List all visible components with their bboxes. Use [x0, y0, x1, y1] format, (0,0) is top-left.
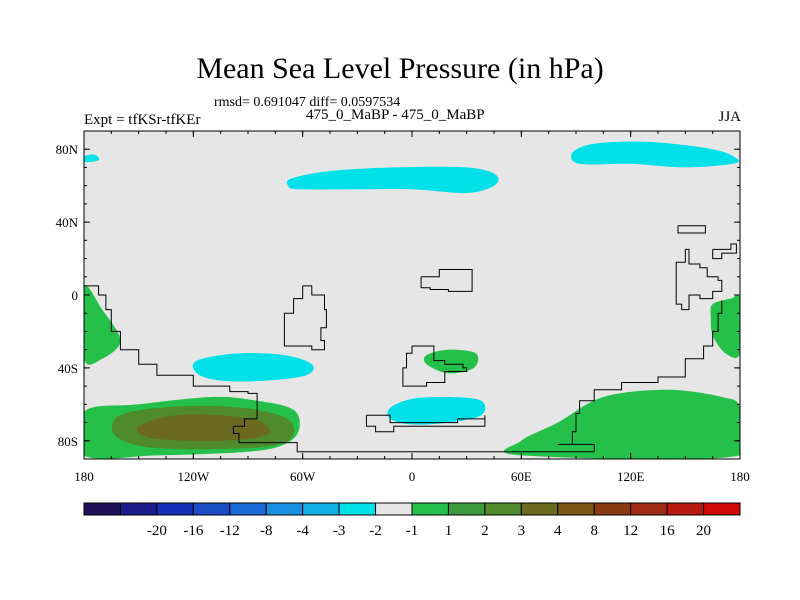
coast-south-america	[283, 285, 327, 351]
colorbar-label: -12	[220, 523, 240, 539]
colorbar-swatch	[338, 502, 377, 516]
colorbar-swatch	[630, 502, 668, 516]
region-cyan-arctic-east	[570, 141, 740, 168]
x-axis: 180 120W 60W 0 60E 120E 180	[74, 131, 750, 484]
coast-equatorial-atlantic	[420, 269, 473, 292]
colorbar-label: 3	[518, 523, 526, 539]
region-brown-southern-pacific-core	[136, 414, 271, 441]
stats-text: rmsd= 0.691047 diff= 0.0597534	[214, 95, 401, 110]
y-tick-label: 40N	[56, 215, 79, 230]
x-tick-label: 0	[409, 469, 416, 484]
coast-east-islands	[675, 248, 723, 311]
colorbar-label: -20	[147, 523, 167, 539]
period-label: 475_0_MaBP - 475_0_MaBP	[306, 107, 485, 123]
colorbar-swatch	[520, 502, 559, 516]
region-green-southern-indian	[503, 389, 740, 459]
x-tick-label: 180	[730, 469, 750, 484]
colorbar-swatch	[192, 502, 231, 516]
colorbar-swatch	[375, 502, 413, 516]
colorbar-swatch	[447, 502, 486, 516]
colorbar-label: 8	[590, 523, 598, 539]
colorbar-label: -3	[333, 523, 346, 539]
coast-antarctic	[266, 300, 723, 453]
y-axis: 80N 40N 0 40S 80S	[56, 142, 740, 449]
y-tick-label: 40S	[58, 361, 78, 376]
y-tick-label: 80N	[56, 142, 79, 157]
anomaly-regions	[84, 141, 740, 459]
colorbar-label: -2	[369, 523, 382, 539]
colorbar-label: 12	[623, 523, 638, 539]
colorbar-label: 2	[481, 523, 489, 539]
colorbar-swatch	[229, 502, 267, 516]
colorbar-swatch	[302, 502, 340, 516]
y-tick-label: 80S	[58, 434, 78, 449]
coastlines	[84, 225, 737, 453]
season-label: JJA	[718, 109, 741, 125]
y-tick-label: 0	[72, 288, 79, 303]
colorbar-label: -8	[260, 523, 273, 539]
region-green-east-pacific	[710, 294, 740, 359]
x-tick-label: 60E	[511, 469, 532, 484]
colorbar-label: 4	[554, 523, 562, 539]
coast-east-small	[712, 243, 737, 260]
region-cyan-south-pacific	[192, 352, 314, 382]
region-cyan-north-atlantic	[286, 166, 499, 194]
colorbar: -20 -16 -12 -8 -4 -3 -2 -1 1 2 3 4 8 12 16 20	[83, 502, 741, 539]
region-cyan-south-atlantic	[387, 396, 486, 425]
colorbar-swatch	[156, 502, 194, 516]
colorbar-swatch	[411, 502, 449, 516]
region-green-west-pacific-tropics	[84, 285, 121, 365]
colorbar-swatch	[484, 502, 522, 516]
x-tick-label: 60W	[290, 469, 316, 484]
colorbar-label: -1	[406, 523, 419, 539]
colorbar-label: -4	[296, 523, 309, 539]
coast-northeast-block	[677, 225, 706, 234]
colorbar-swatch	[666, 502, 705, 516]
colorbar-label: -16	[183, 523, 203, 539]
coast-antarctic-peninsula	[365, 414, 486, 433]
coast-africa-tip	[402, 345, 468, 387]
region-cyan-arctic-west	[84, 154, 100, 163]
colorbar-swatch	[703, 502, 741, 516]
x-tick-label: 180	[74, 469, 94, 484]
colorbar-label: 16	[660, 523, 676, 539]
chart-title: Mean Sea Level Pressure (in hPa)	[196, 52, 604, 85]
colorbar-swatch	[119, 502, 158, 516]
x-tick-label: 120E	[617, 469, 645, 484]
colorbar-swatch	[83, 502, 121, 516]
x-tick-label: 120W	[177, 469, 210, 484]
colorbar-label: 1	[445, 523, 453, 539]
colorbar-swatch	[593, 502, 632, 516]
colorbar-swatch	[265, 502, 304, 516]
colorbar-label: 20	[696, 523, 711, 539]
experiment-label: Expt = tfKSr-tfKEr	[84, 112, 201, 128]
colorbar-swatch	[557, 502, 595, 516]
coast-southwest	[84, 285, 267, 444]
